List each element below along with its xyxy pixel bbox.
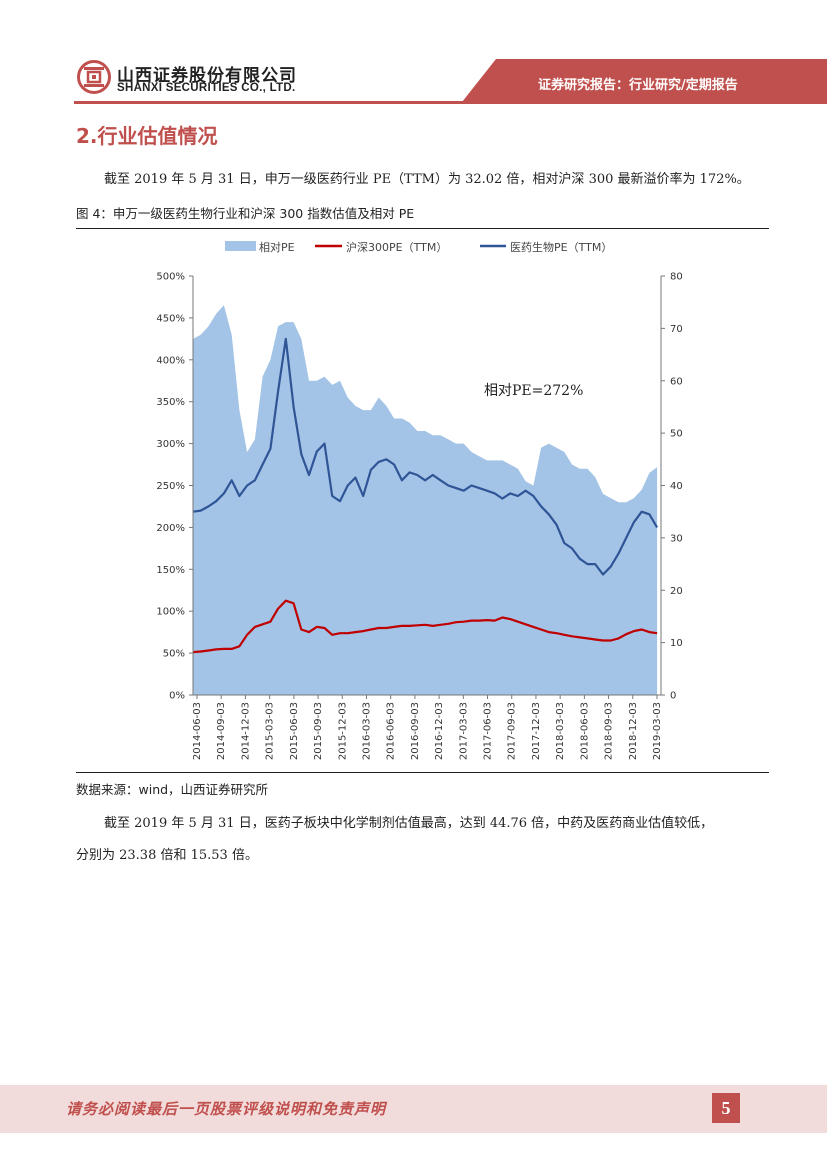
series-hs300-line — [192, 599, 658, 654]
valuation-chart: 相对PE 沪深300PE（TTM） 医药生物PE（TTM） 0% 50% 100% 1… — [156, 240, 682, 761]
y-right-tick-label: 40 — [670, 481, 683, 492]
x-tick-label: 2015-12-03 — [337, 702, 348, 760]
legend-label-hs300: 沪深300PE（TTM） — [346, 240, 447, 254]
y-right-tick-label: 10 — [670, 638, 683, 649]
y-left-tick-label: 500% — [156, 272, 185, 283]
report-type: 证券研究报告：行业研究/定期报告 — [538, 78, 738, 93]
figure-bottom-rule — [76, 772, 769, 773]
chart-legend: 相对PE 沪深300PE（TTM） 医药生物PE（TTM） — [225, 240, 612, 254]
x-tick-label: 2014-06-03 — [192, 702, 203, 760]
paragraph-detail-line1: 截至 2019 年 5 月 31 日，医药子板块中化学制剂估值最高，达到 44.… — [104, 816, 714, 831]
y-left-tick-label: 350% — [156, 397, 185, 408]
y-left-tick-label: 0% — [169, 691, 185, 702]
x-tick-label: 2014-12-03 — [240, 702, 251, 760]
x-tick-label: 2019-03-03 — [652, 702, 663, 760]
y-left-tick-label: 50% — [163, 649, 185, 660]
y-left-tick-label: 400% — [156, 355, 185, 366]
y-right-tick-label: 30 — [670, 533, 683, 544]
company-name-cn: 山西证券股份有限公司 — [117, 66, 297, 86]
y-right-tick-label: 70 — [670, 324, 683, 335]
x-tick-label: 2017-03-03 — [458, 702, 469, 760]
x-tick-label: 2016-03-03 — [361, 702, 372, 760]
x-tick-label: 2016-12-03 — [434, 702, 445, 760]
figure-source: 数据来源：wind，山西证券研究所 — [76, 782, 269, 797]
x-tick-label: 2018-06-03 — [579, 702, 590, 760]
y-left-tick-label: 250% — [156, 481, 185, 492]
y-left-tick-label: 150% — [156, 565, 185, 576]
x-tick-label: 2015-09-03 — [313, 702, 324, 760]
header-divider — [74, 101, 827, 104]
x-tick-label: 2018-12-03 — [628, 702, 639, 760]
legend-label-relative-pe: 相对PE — [259, 240, 295, 254]
x-tick-label: 2017-12-03 — [531, 702, 542, 760]
page-number: 5 — [712, 1093, 740, 1123]
figure-title: 图 4：申万一级医药生物行业和沪深 300 指数估值及相对 PE — [76, 206, 415, 221]
y-right-tick-label: 50 — [670, 429, 683, 440]
chart-axes: 0%50%100%150%200%250%300%350%400%450%500… — [156, 272, 682, 761]
x-tick-label: 2014-09-03 — [216, 702, 227, 760]
company-logo-icon — [77, 60, 111, 94]
header-band — [462, 59, 827, 102]
company-name-en: SHANXI SECURITIES CO., LTD. — [117, 82, 296, 94]
series-pharma-line — [192, 337, 659, 576]
y-left-tick-label: 200% — [156, 523, 185, 534]
figure-top-rule — [76, 228, 769, 229]
y-left-tick-label: 450% — [156, 313, 185, 324]
page-header: 山西证券股份有限公司 SHANXI SECURITIES CO., LTD. 证… — [0, 0, 827, 112]
x-tick-label: 2017-09-03 — [507, 702, 518, 760]
x-tick-label: 2018-03-03 — [555, 702, 566, 760]
legend-swatch-relative-pe — [225, 241, 256, 251]
y-right-tick-label: 60 — [670, 376, 683, 387]
paragraph-detail-line2: 分别为 23.38 倍和 15.53 倍。 — [76, 848, 258, 863]
section-title: 2.行业估值情况 — [76, 124, 218, 148]
paragraph-summary: 截至 2019 年 5 月 31 日，申万一级医药行业 PE（TTM）为 32.… — [104, 172, 750, 187]
relative-pe-annotation: 相对PE=272% — [484, 383, 583, 399]
x-tick-label: 2017-06-03 — [483, 702, 494, 760]
x-tick-label: 2018-09-03 — [604, 702, 615, 760]
legend-label-pharma: 医药生物PE（TTM） — [510, 240, 612, 254]
x-tick-label: 2015-03-03 — [265, 702, 276, 760]
y-right-tick-label: 80 — [670, 272, 683, 283]
y-left-tick-label: 100% — [156, 607, 185, 618]
y-right-tick-label: 0 — [670, 691, 676, 702]
x-tick-label: 2016-06-03 — [386, 702, 397, 760]
y-right-tick-label: 20 — [670, 586, 683, 597]
x-tick-label: 2016-09-03 — [410, 702, 421, 760]
series-relative-pe-area — [193, 305, 658, 695]
page-footer — [0, 1085, 827, 1133]
y-left-tick-label: 300% — [156, 439, 185, 450]
footer-disclaimer: 请务必阅读最后一页股票评级说明和免责声明 — [66, 1100, 387, 1118]
x-tick-label: 2015-06-03 — [289, 702, 300, 760]
